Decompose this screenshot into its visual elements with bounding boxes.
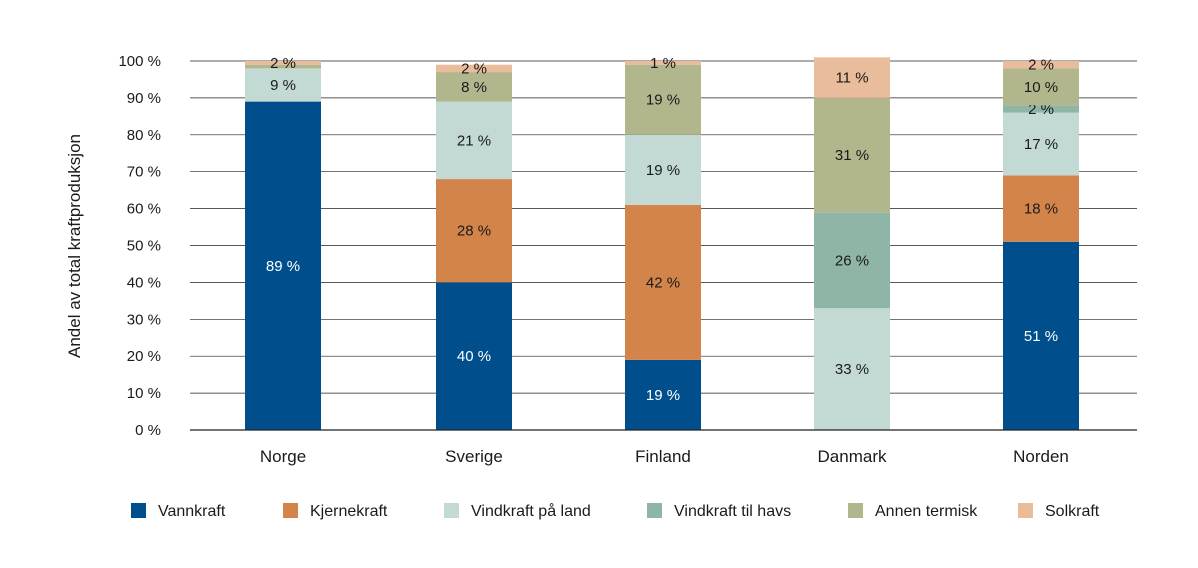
- bar-segment: [1003, 61, 1079, 69]
- x-category-label: Sverige: [445, 447, 503, 466]
- bar-segment: [625, 204, 701, 360]
- legend-item: Vindkraft til havs: [647, 503, 791, 520]
- legend-swatch: [1018, 503, 1033, 518]
- data-label: 19 %: [646, 92, 680, 109]
- data-label: 2 %: [461, 60, 487, 77]
- data-label: 51 %: [1024, 328, 1058, 345]
- y-axis-ticks: 0 % 10 % 20 % 30 % 40 % 50 % 60 % 70 % 80 % 90 % 1…: [118, 53, 161, 439]
- data-label: 21 %: [457, 132, 491, 149]
- bar-segment: [625, 61, 701, 65]
- bar-stack-sverige: 40 % 28 % 21 % 8 % 2 %: [436, 60, 512, 430]
- bar-segment: [1003, 105, 1079, 113]
- data-label: 19 %: [646, 387, 680, 404]
- bar-stack-finland: 19 % 42 % 19 % 19 % 1 %: [625, 55, 701, 430]
- data-label: 1 %: [650, 55, 676, 72]
- data-label: 18 %: [1024, 201, 1058, 218]
- legend-label: Solkraft: [1045, 503, 1100, 520]
- y-tick-label: 10 %: [127, 385, 161, 402]
- bars: 89 %9 %2 %40 %28 %21 %8 %2 %19 %42 %19 %…: [245, 55, 1079, 430]
- bar-stack-norden: 51 %18 %17 %2 %10 %2 %: [1003, 57, 1079, 430]
- legend-swatch: [848, 503, 863, 518]
- data-label: 89 %: [266, 258, 300, 275]
- bar-segment: [1003, 175, 1079, 242]
- bar-segment: [625, 134, 701, 205]
- y-tick-label: 50 %: [127, 238, 161, 255]
- legend-item: Vannkraft: [131, 503, 226, 520]
- x-category-label: Norge: [260, 447, 306, 466]
- legend-label: Annen termisk: [875, 503, 978, 520]
- data-label: 19 %: [646, 162, 680, 179]
- legend-swatch: [283, 503, 298, 518]
- data-label: 17 %: [1024, 136, 1058, 153]
- legend-swatch: [444, 503, 459, 518]
- data-label: 9 %: [270, 77, 296, 94]
- x-category-label: Danmark: [818, 447, 887, 466]
- y-tick-label: 60 %: [127, 201, 161, 218]
- x-category-label: Norden: [1013, 447, 1069, 466]
- bar-segment: [245, 64, 321, 69]
- bar-segment: [814, 57, 890, 98]
- y-tick-label: 100 %: [118, 53, 161, 70]
- x-category-label: Finland: [635, 447, 691, 466]
- y-tick-label: 90 %: [127, 90, 161, 107]
- y-tick-label: 80 %: [127, 127, 161, 144]
- bar-segment: [436, 101, 512, 180]
- bar-segment: [1003, 112, 1079, 176]
- bar-segment: [625, 64, 701, 135]
- bar-segment: [1003, 241, 1079, 430]
- bar-segment: [814, 212, 890, 309]
- y-axis-label: Andel av total kraftproduksjon: [65, 134, 84, 358]
- data-label: 2 %: [1028, 57, 1054, 74]
- legend: Vannkraft Kjernekraft Vindkraft på land Vin…: [131, 502, 1100, 520]
- legend-swatch: [647, 503, 662, 518]
- bar-segment: [814, 308, 890, 430]
- bar-segment: [436, 72, 512, 102]
- data-label: 42 %: [646, 274, 680, 291]
- legend-item: Annen termisk: [848, 503, 978, 520]
- bar-stack-danmark: 33 % 26 % 31 % 11 %: [814, 57, 890, 430]
- data-label: 28 %: [457, 223, 491, 240]
- bar-segment: [245, 101, 321, 430]
- legend-item: Kjernekraft: [283, 503, 388, 520]
- bar-segment: [1003, 68, 1079, 106]
- y-tick-label: 70 %: [127, 164, 161, 181]
- data-label: 33 %: [835, 361, 869, 378]
- data-label: 26 %: [835, 252, 869, 269]
- data-label: 40 %: [457, 348, 491, 365]
- legend-label: Vindkraft til havs: [674, 503, 791, 520]
- data-label: 31 %: [835, 147, 869, 164]
- bar-segment: [245, 68, 321, 102]
- bar-segment: [436, 179, 512, 283]
- data-label: 10 %: [1024, 79, 1058, 96]
- bar-segment: [245, 61, 321, 65]
- legend-item: Vindkraft på land: [444, 502, 591, 520]
- legend-label: Kjernekraft: [310, 503, 388, 520]
- y-tick-label: 0 %: [135, 422, 161, 439]
- x-axis-categories: Norge Sverige Finland Danmark Norden: [260, 447, 1069, 466]
- legend-item: Solkraft: [1018, 503, 1100, 520]
- data-label: 8 %: [461, 79, 487, 96]
- legend-label: Vindkraft på land: [471, 502, 591, 520]
- bar-segment: [436, 282, 512, 430]
- bar-segment: [625, 359, 701, 430]
- y-tick-label: 40 %: [127, 274, 161, 291]
- y-tick-label: 20 %: [127, 348, 161, 365]
- legend-label: Vannkraft: [158, 503, 226, 520]
- bar-segment: [436, 64, 512, 73]
- data-label: 11 %: [835, 70, 868, 87]
- data-label: 2 %: [270, 55, 296, 72]
- bar-segment: [814, 97, 890, 213]
- legend-swatch: [131, 503, 146, 518]
- bar-stack-norge: 89 % 9 % 2 %: [245, 55, 321, 430]
- y-tick-label: 30 %: [127, 311, 161, 328]
